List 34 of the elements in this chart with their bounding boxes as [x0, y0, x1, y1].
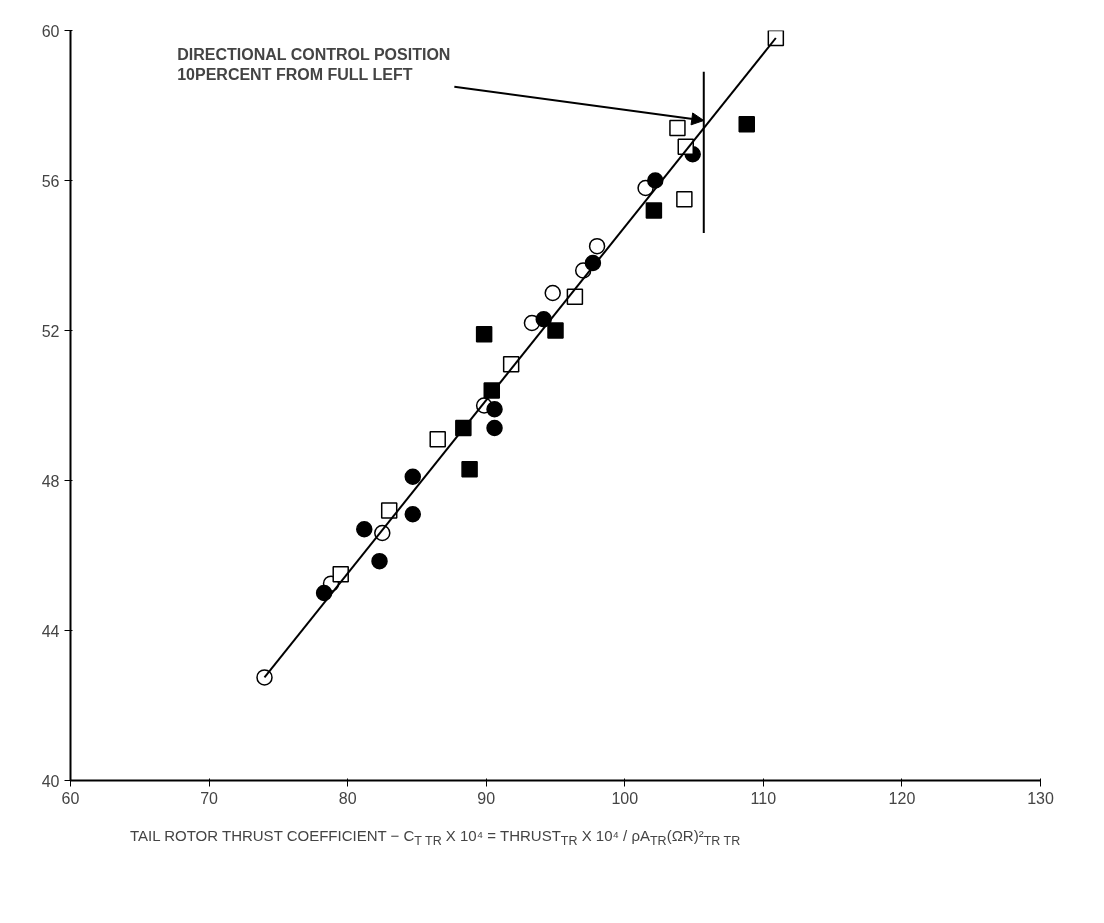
- point: [404, 506, 422, 523]
- point: [588, 237, 606, 255]
- x-tick-label: 70: [200, 789, 219, 807]
- x-tick-label: 80: [338, 789, 357, 807]
- point: [669, 119, 686, 137]
- x-tick-label: 60: [61, 789, 80, 807]
- point: [486, 401, 503, 418]
- y-tick-label: 52: [41, 322, 60, 340]
- y-tick-label: 48: [41, 472, 60, 490]
- point: [404, 468, 422, 485]
- point: [738, 116, 755, 133]
- point: [645, 202, 663, 219]
- point: [547, 322, 564, 339]
- y-tick-label: 40: [41, 772, 60, 790]
- x-tick-label: 120: [888, 789, 916, 807]
- x-tick-label: 100: [611, 789, 639, 807]
- point: [380, 502, 398, 519]
- point: [256, 669, 273, 686]
- y-tick-label: 60: [41, 22, 60, 40]
- point: [475, 326, 493, 343]
- point: [356, 521, 373, 538]
- y-tick-label: 56: [41, 172, 60, 190]
- point: [676, 191, 693, 208]
- x-tick-label: 110: [750, 789, 777, 807]
- y-tick-label: 44: [41, 622, 60, 640]
- x-tick-label: 90: [477, 789, 496, 807]
- x-axis-title: TAIL ROTOR THRUST COEFFICIENT − C$_{T TR}$ X 10⁴ = THRUST$_{TR}$ X 10⁴ / ρA$_{TR}$(ΩR)²$_{TR TR}$: [130, 826, 741, 850]
- point: [429, 431, 446, 448]
- point: [461, 461, 478, 478]
- point: [544, 284, 561, 302]
- annotation: DIRECTIONAL CONTROL POSITION 10PERCENT FROM FULL LEFT: [177, 45, 451, 83]
- x-tick-label: 130: [1027, 789, 1054, 807]
- point: [371, 552, 388, 570]
- point: [486, 419, 503, 437]
